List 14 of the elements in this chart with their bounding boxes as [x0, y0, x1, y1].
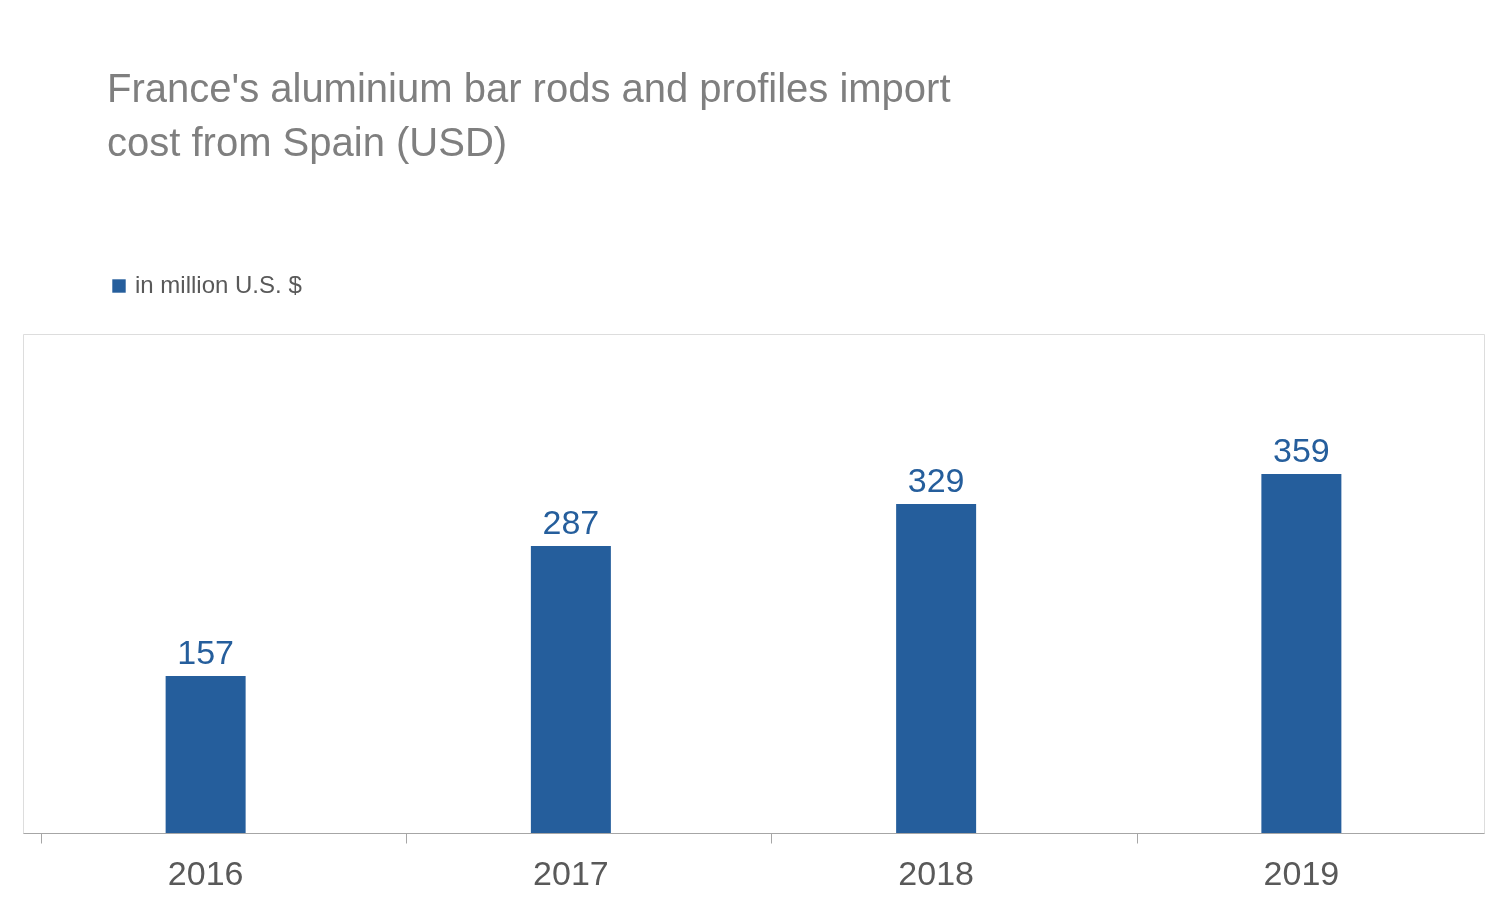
legend-label: in million U.S. $: [135, 271, 302, 298]
data-label: 329: [907, 461, 965, 500]
x-tick-label: 2019: [1263, 853, 1340, 892]
bar: [165, 676, 246, 833]
data-label: 157: [177, 633, 234, 671]
bar: [1261, 474, 1342, 833]
data-label: 359: [1273, 431, 1330, 470]
bar: [530, 546, 611, 833]
x-tick-label: 2017: [533, 853, 609, 892]
chart-title: France's aluminium bar rods and profiles import cost from Spain (USD): [107, 66, 951, 164]
x-tick-label: 2016: [167, 853, 244, 892]
data-label: 287: [542, 503, 600, 542]
bar: [896, 504, 977, 833]
x-tick-label: 2018: [898, 853, 974, 892]
